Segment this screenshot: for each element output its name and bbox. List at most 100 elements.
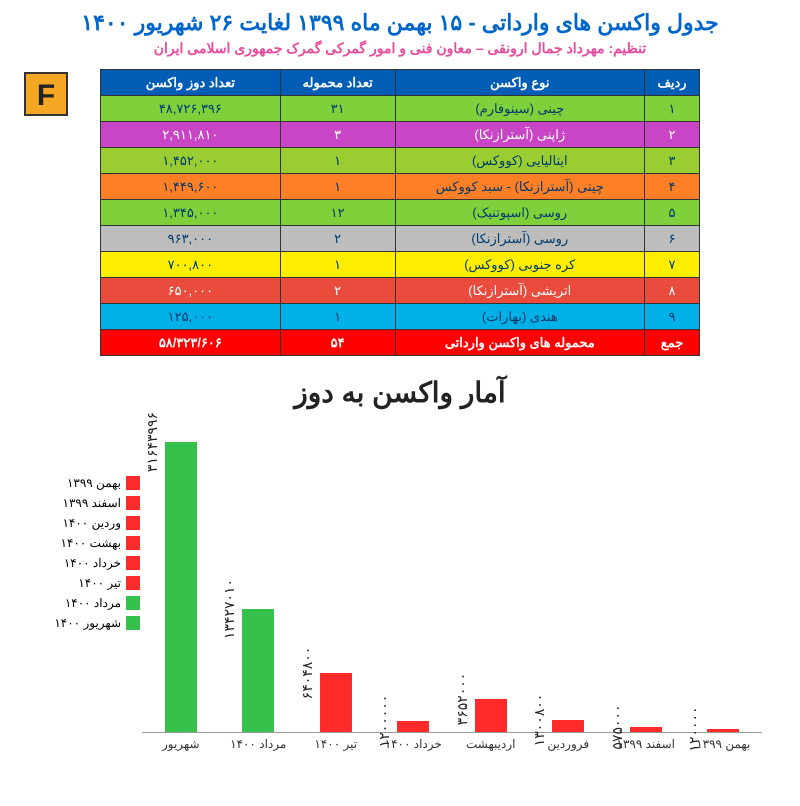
- table-total-row: جمعمحموله های واکسن وارداتی۵۴۵۸/۳۲۳/۶۰۶: [101, 330, 700, 356]
- table-cell: ۷: [645, 252, 700, 278]
- table-cell: ۳۱: [280, 96, 395, 122]
- table-cell: ۷۰۰,۸۰۰: [101, 252, 281, 278]
- table-cell: ۱,۴۴۹,۶۰۰: [101, 174, 281, 200]
- bar-value-label: ۳۱۶۴۳۹۹۶: [144, 412, 161, 472]
- table-row: ۲ژاپنی (آسترازنکا)۳۲,۹۱۱,۸۱۰: [101, 122, 700, 148]
- legend-swatch: [126, 496, 140, 510]
- table-cell: ۵۸/۳۲۳/۶۰۶: [101, 330, 281, 356]
- x-axis-label: بهمن ۱۳۹۹: [688, 737, 758, 751]
- table-cell: ۴۸,۷۲۶,۳۹۶: [101, 96, 281, 122]
- x-axis-label: اردیبهشت: [456, 737, 526, 751]
- table-cell: ۱: [280, 148, 395, 174]
- chart-legend: بهمن ۱۳۹۹ اسفند ۱۳۹۹ وردین ۱۴۰۰ بهشت ۱۴۰۰ خر…: [20, 476, 140, 636]
- bar-value-label: ۶۴۰۴۸۰۰: [299, 647, 316, 700]
- chart-bar: ۳۶۵۲۰۰۰: [475, 699, 507, 732]
- table-cell: ۹: [645, 304, 700, 330]
- legend-swatch: [126, 476, 140, 490]
- legend-item: بهشت ۱۴۰۰: [20, 536, 140, 550]
- legend-item: خرداد ۱۴۰۰: [20, 556, 140, 570]
- table-row: ۷کره جنوبی (کووکس)۱۷۰۰,۸۰۰: [101, 252, 700, 278]
- col-doses: تعداد دوز واکسن: [101, 70, 281, 96]
- legend-item: شهریور ۱۴۰۰: [20, 616, 140, 630]
- legend-label: شهریور ۱۴۰۰: [54, 616, 121, 630]
- legend-item: اسفند ۱۳۹۹: [20, 496, 140, 510]
- page-subtitle: تنظیم: مهرداد جمال ارونقی – معاون فنی و …: [20, 40, 780, 57]
- legend-swatch: [126, 596, 140, 610]
- bar-value-label: ۳۶۵۲۰۰۰: [454, 672, 471, 725]
- table-cell: ۱,۳۴۵,۰۰۰: [101, 200, 281, 226]
- table-cell: ژاپنی (آسترازنکا): [395, 122, 645, 148]
- table-cell: ۱,۴۵۲,۰۰۰: [101, 148, 281, 174]
- legend-item: مرداد ۱۴۰۰: [20, 596, 140, 610]
- table-cell: ۱: [280, 304, 395, 330]
- table-cell: کره جنوبی (کووکس): [395, 252, 645, 278]
- legend-item: تیر ۱۴۰۰: [20, 576, 140, 590]
- table-cell: اتریشی (آسترازنکا): [395, 278, 645, 304]
- legend-swatch: [126, 556, 140, 570]
- table-cell: چینی (سینوفارم): [395, 96, 645, 122]
- table-row: ۶روسی (آسترازنکا)۲۹۶۳,۰۰۰: [101, 226, 700, 252]
- table-row: ۸اتریشی (آسترازنکا)۲۶۵۰,۰۰۰: [101, 278, 700, 304]
- table-cell: ۱: [280, 174, 395, 200]
- table-row: ۹هندی (بهارات)۱۱۲۵,۰۰۰: [101, 304, 700, 330]
- bar-value-label: ۱۳۴۲۷۰۱۰: [221, 579, 238, 639]
- table-cell: هندی (بهارات): [395, 304, 645, 330]
- table-cell: ۳: [280, 122, 395, 148]
- table-cell: ۲: [645, 122, 700, 148]
- chart-bar: ۳۱۶۴۳۹۹۶: [165, 442, 197, 732]
- legend-label: اسفند ۱۳۹۹: [63, 496, 122, 510]
- table-cell: ۳: [645, 148, 700, 174]
- table-cell: ۲,۹۱۱,۸۱۰: [101, 122, 281, 148]
- bar-chart: ۱۲۰۰۰۰۵۷۵۰۰۰۱۳۰۰۸۰۰۳۶۵۲۰۰۰۱۲۰۰۰۰۰۶۴۰۴۸۰۰…: [142, 413, 762, 733]
- legend-label: وردین ۱۴۰۰: [62, 516, 121, 530]
- table-row: ۵روسی (اسپوتنیک)۱۲۱,۳۴۵,۰۰۰: [101, 200, 700, 226]
- col-index: ردیف: [645, 70, 700, 96]
- table-cell: ۱: [280, 252, 395, 278]
- chart-bar: ۱۳۴۲۷۰۱۰: [242, 609, 274, 732]
- table-cell: روسی (آسترازنکا): [395, 226, 645, 252]
- legend-label: بهشت ۱۴۰۰: [61, 536, 121, 550]
- table-cell: ۵۴: [280, 330, 395, 356]
- legend-label: خرداد ۱۴۰۰: [64, 556, 121, 570]
- x-axis-label: شهریور: [146, 737, 216, 751]
- legend-label: تیر ۱۴۰۰: [78, 576, 121, 590]
- chart-area: آمار واکسن به دوز ۱۲۰۰۰۰۵۷۵۰۰۰۱۳۰۰۸۰۰۳۶۵…: [20, 376, 780, 806]
- x-axis-labels: بهمن ۱۳۹۹اسفند ۱۳۹۹فروردیناردیبهشتخرداد …: [142, 733, 762, 777]
- legend-swatch: [126, 536, 140, 550]
- legend-swatch: [126, 576, 140, 590]
- legend-item: وردین ۱۴۰۰: [20, 516, 140, 530]
- table-cell: جمع: [645, 330, 700, 356]
- table-header-row: ردیف نوع واکسن تعداد محموله تعداد دوز وا…: [101, 70, 700, 96]
- table-cell: ایتالیایی (کووکس): [395, 148, 645, 174]
- table-cell: محموله های واکسن وارداتی: [395, 330, 645, 356]
- table-row: ۳ایتالیایی (کووکس)۱۱,۴۵۲,۰۰۰: [101, 148, 700, 174]
- chart-bar: ۶۴۰۴۸۰۰: [320, 673, 352, 732]
- table-cell: روسی (اسپوتنیک): [395, 200, 645, 226]
- x-axis-label: خرداد ۱۴۰۰: [378, 737, 448, 751]
- legend-label: مرداد ۱۴۰۰: [65, 596, 121, 610]
- legend-swatch: [126, 616, 140, 630]
- legend-label: بهمن ۱۳۹۹: [67, 476, 121, 490]
- table-cell: ۶۵۰,۰۰۰: [101, 278, 281, 304]
- table-cell: ۲: [280, 226, 395, 252]
- chart-bar: ۵۷۵۰۰۰: [630, 727, 662, 732]
- legend-swatch: [126, 516, 140, 530]
- table-cell: ۱: [645, 96, 700, 122]
- chart-title: آمار واکسن به دوز: [20, 376, 780, 409]
- page-title: جدول واکسن های وارداتی - ۱۵ بهمن ماه ۱۳۹…: [20, 10, 780, 36]
- vaccine-table: ردیف نوع واکسن تعداد محموله تعداد دوز وا…: [100, 69, 700, 356]
- table-cell: ۴: [645, 174, 700, 200]
- table-cell: ۵: [645, 200, 700, 226]
- col-shipments: تعداد محموله: [280, 70, 395, 96]
- table-cell: ۱۲: [280, 200, 395, 226]
- source-logo: F: [24, 72, 68, 116]
- table-cell: ۱۲۵,۰۰۰: [101, 304, 281, 330]
- table-cell: ۲: [280, 278, 395, 304]
- table-cell: ۶: [645, 226, 700, 252]
- chart-bar: ۱۳۰۰۸۰۰: [552, 720, 584, 732]
- col-type: نوع واکسن: [395, 70, 645, 96]
- x-axis-label: تیر ۱۴۰۰: [301, 737, 371, 751]
- table-row: ۱چینی (سینوفارم)۳۱۴۸,۷۲۶,۳۹۶: [101, 96, 700, 122]
- table-cell: ۸: [645, 278, 700, 304]
- x-axis-label: مرداد ۱۴۰۰: [223, 737, 293, 751]
